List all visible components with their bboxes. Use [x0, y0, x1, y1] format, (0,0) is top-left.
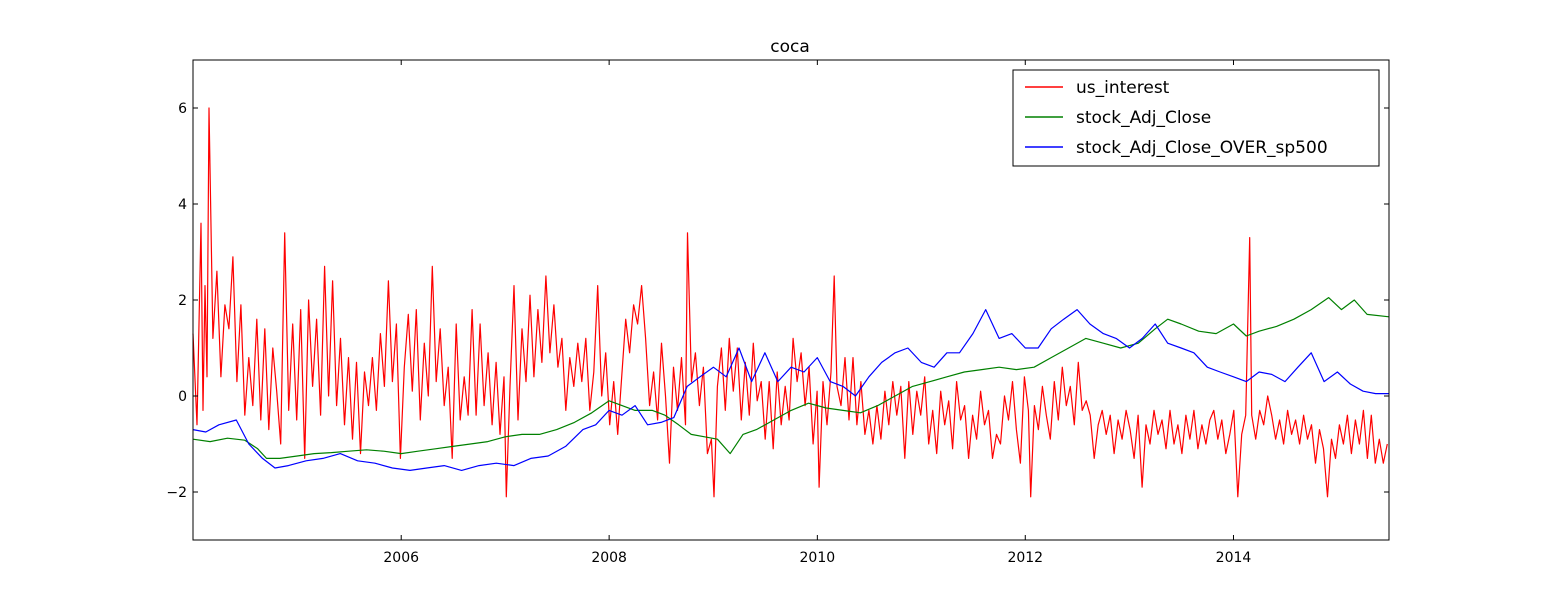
- legend-label: us_interest: [1076, 78, 1170, 98]
- series-line-stock-adj-close: [192, 297, 1390, 459]
- series-line-us-interest: [192, 107, 1388, 498]
- chart-title: coca: [770, 37, 810, 57]
- x-tick-label: 2012: [1007, 550, 1043, 566]
- y-tick-label: 2: [178, 293, 187, 309]
- legend-label: stock_Adj_Close: [1076, 108, 1211, 128]
- y-tick-label: −2: [166, 485, 187, 501]
- series-line-stock-adj-close-over-sp500: [192, 309, 1389, 471]
- x-tick-label: 2006: [383, 550, 419, 566]
- x-tick-label: 2008: [591, 550, 627, 566]
- y-tick-label: 6: [178, 101, 187, 117]
- y-tick-label: 4: [178, 197, 187, 213]
- series-layer: [192, 107, 1390, 498]
- x-tick-label: 2010: [800, 550, 836, 566]
- x-tick-label: 2014: [1216, 550, 1252, 566]
- axes-layer: −2 0 2 4 6 2006 2008 2010 2012 2014: [166, 60, 1389, 566]
- legend: us_interest stock_Adj_Close stock_Adj_Clos…: [1012, 69, 1380, 167]
- legend-box: [1012, 69, 1380, 167]
- legend-label: stock_Adj_Close_OVER_sp500: [1076, 138, 1328, 158]
- y-tick-label: 0: [178, 389, 187, 405]
